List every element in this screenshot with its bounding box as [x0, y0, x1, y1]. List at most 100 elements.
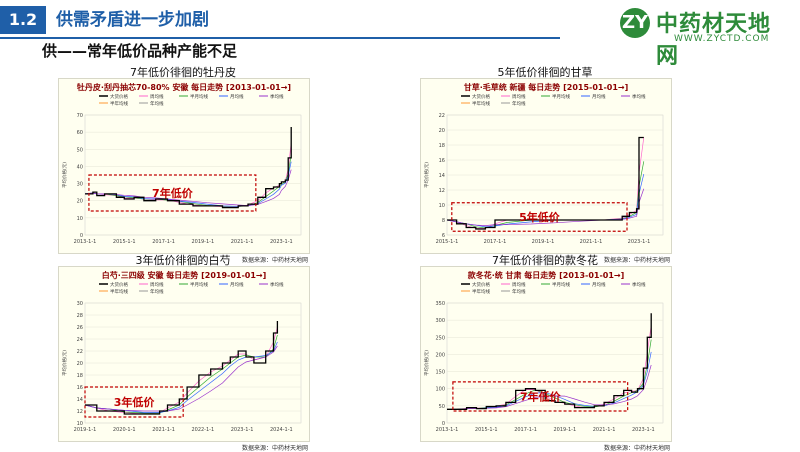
chart-inner-title: 白芍·三四级 安徽 每日走势 [2019-01-01→]: [102, 270, 267, 280]
x-tick-label: 2019-1-1: [191, 239, 214, 245]
chart-caption: 5年低价徘徊的甘草: [497, 66, 593, 79]
y-tick-label: 30: [77, 182, 83, 188]
legend-label: 大货价格: [472, 281, 490, 288]
legend-label: 大货价格: [472, 93, 490, 100]
chart-panel-4: 7年低价徘徊的款冬花 款冬花·统 甘肃 每日走势 [2013-01-01→] 大货…: [420, 252, 672, 452]
x-tick-label: 2015-1-1: [475, 427, 498, 433]
page-subtitle: 供——常年低价品种产能不足: [42, 42, 238, 60]
legend-label: 半月均线: [552, 281, 570, 288]
y-tick-label: 16: [439, 158, 445, 164]
x-tick-label: 2023-1-1: [628, 239, 651, 245]
x-tick-label: 2022-1-1: [191, 427, 214, 433]
x-tick-label: 2023-1-1: [632, 427, 655, 433]
legend-label: 季均线: [270, 93, 284, 100]
legend-label: 年均线: [512, 100, 526, 107]
chart-caption: 7年低价徘徊的款冬花: [492, 254, 598, 267]
y-tick-label: 100: [435, 387, 445, 393]
section-divider: [0, 37, 560, 39]
y-tick-label: 14: [77, 397, 83, 403]
site-logo[interactable]: ZY 中药材天地网 WWW.ZYCTD.COM: [620, 6, 790, 69]
y-tick-label: 50: [77, 147, 83, 153]
legend-label: 月均线: [230, 93, 244, 100]
y-tick-label: 20: [77, 199, 83, 205]
y-tick-label: 10: [77, 421, 83, 427]
header-bar: 1.2 供需矛盾进一步加剧: [0, 0, 800, 42]
y-tick-label: 24: [77, 337, 83, 343]
low-price-annotation: 3年低价: [114, 395, 156, 409]
low-price-annotation: 5年低价: [519, 210, 561, 224]
y-tick-label: 350: [435, 301, 445, 307]
y-tick-label: 300: [435, 318, 445, 324]
x-tick-label: 2021-1-1: [152, 427, 175, 433]
x-tick-label: 2021-1-1: [580, 239, 603, 245]
x-tick-label: 2020-1-1: [113, 427, 136, 433]
y-tick-label: 8: [442, 218, 445, 224]
y-tick-label: 16: [77, 385, 83, 391]
low-price-highlight-box: [84, 386, 184, 418]
legend-label: 月均线: [592, 281, 606, 288]
chart-svg: 牡丹皮·刮丹抽芯70-80% 安徽 每日走势 [2013-01-01→]大货价格…: [61, 82, 302, 245]
chart-caption: 7年低价徘徊的牡丹皮: [130, 66, 236, 79]
y-tick-label: 10: [77, 216, 83, 222]
chart-source: 数据来源：中药材天地网: [603, 257, 670, 264]
price-line: [447, 136, 644, 230]
chart-panel-1: 7年低价徘徊的牡丹皮 牡丹皮·刮丹抽芯70-80% 安徽 每日走势 [2013-…: [58, 64, 310, 264]
y-tick-label: 26: [77, 325, 83, 331]
chart-svg: 款冬花·统 甘肃 每日走势 [2013-01-01→]大货价格 周均线 半月均线 月均…: [423, 270, 664, 433]
chart-panel-3: 3年低价徘徊的白芍 白芍·三四级 安徽 每日走势 [2019-01-01→] 大货…: [58, 252, 310, 452]
y-tick-label: 40: [77, 164, 83, 170]
x-tick-label: 2015-1-1: [436, 239, 459, 245]
y-tick-label: 18: [439, 143, 445, 149]
low-price-highlight-box: [451, 202, 628, 232]
y-tick-label: 18: [77, 373, 83, 379]
chart-source: 数据来源：中药材天地网: [241, 257, 308, 264]
y-tick-label: 0: [80, 233, 83, 239]
x-tick-label: 2013-1-1: [74, 239, 97, 245]
legend-label: 月均线: [592, 93, 606, 100]
legend-label: 半月均线: [190, 281, 208, 288]
legend-label: 周均线: [512, 93, 526, 100]
y-tick-label: 22: [439, 113, 445, 119]
y-axis-label: 平均价格(元): [61, 162, 68, 188]
price-line: [85, 321, 279, 415]
y-tick-label: 150: [435, 370, 445, 376]
x-tick-label: 2023-1-1: [270, 239, 293, 245]
legend-label: 半年均线: [110, 288, 128, 295]
y-tick-label: 70: [77, 113, 83, 119]
plot-area: [446, 302, 664, 424]
y-tick-label: 12: [439, 188, 445, 194]
x-tick-label: 2021-1-1: [231, 239, 254, 245]
legend-label: 大货价格: [110, 281, 128, 288]
y-tick-label: 22: [77, 349, 83, 355]
legend-label: 周均线: [150, 93, 164, 100]
section-title: 供需矛盾进一步加剧: [56, 10, 209, 30]
legend-label: 季均线: [270, 281, 284, 288]
y-tick-label: 10: [439, 203, 445, 209]
y-tick-label: 20: [77, 361, 83, 367]
x-tick-label: 2019-1-1: [74, 427, 97, 433]
legend-label: 季均线: [632, 93, 646, 100]
moving-average-line: [446, 188, 645, 226]
x-tick-label: 2013-1-1: [436, 427, 459, 433]
x-tick-label: 2017-1-1: [484, 239, 507, 245]
legend-label: 半年均线: [110, 100, 128, 107]
x-tick-label: 2024-1-1: [270, 427, 293, 433]
y-tick-label: 200: [435, 352, 445, 358]
legend-label: 年均线: [150, 100, 164, 107]
logo-leaf-icon: ZY: [620, 8, 650, 38]
y-tick-label: 12: [77, 409, 83, 415]
legend-label: 季均线: [632, 281, 646, 288]
logo-text: 中药材天地网: [656, 12, 772, 69]
x-tick-label: 2017-1-1: [514, 427, 537, 433]
logo-url: WWW.ZYCTD.COM: [674, 34, 770, 44]
legend-label: 周均线: [150, 281, 164, 288]
x-tick-label: 2017-1-1: [152, 239, 175, 245]
y-tick-label: 250: [435, 335, 445, 341]
chart-svg: 甘草·毛草统 新疆 每日走势 [2015-01-01→]大货价格 周均线 半月均线 月…: [423, 82, 664, 245]
legend-label: 半月均线: [552, 93, 570, 100]
price-line: [447, 313, 652, 410]
section-number: 1.2: [0, 6, 46, 34]
y-axis-label: 平均价格(元): [423, 162, 430, 188]
legend-label: 半年均线: [472, 100, 490, 107]
low-price-annotation: 7年低价: [520, 389, 562, 403]
